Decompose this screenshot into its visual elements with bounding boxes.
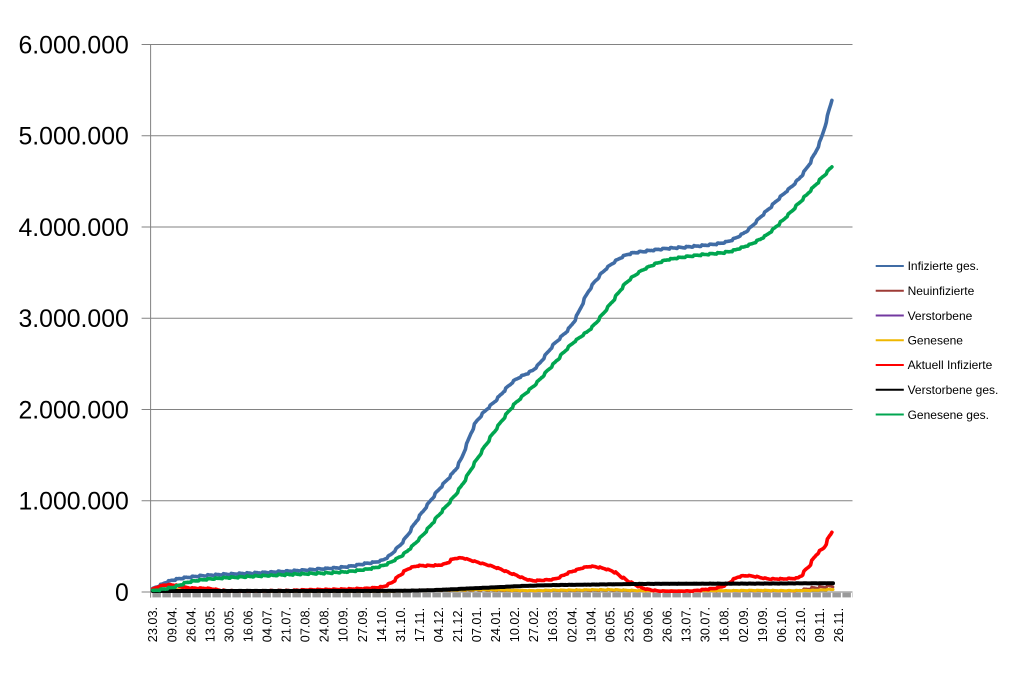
- svg-text:16.06.: 16.06.: [242, 607, 256, 642]
- svg-text:14.10.: 14.10.: [375, 607, 389, 642]
- svg-text:24.08.: 24.08.: [318, 607, 332, 642]
- svg-text:04.12.: 04.12.: [432, 607, 446, 642]
- svg-text:21.12.: 21.12.: [451, 607, 465, 642]
- svg-text:0: 0: [115, 580, 129, 607]
- svg-text:6.000.000: 6.000.000: [18, 32, 128, 59]
- svg-text:10.02.: 10.02.: [508, 607, 522, 642]
- svg-text:07.08.: 07.08.: [299, 607, 313, 642]
- svg-text:Genesene ges.: Genesene ges.: [908, 408, 989, 422]
- svg-text:02.09.: 02.09.: [737, 607, 751, 642]
- svg-text:Aktuell Infizierte: Aktuell Infizierte: [908, 358, 993, 372]
- svg-text:09.06.: 09.06.: [642, 607, 656, 642]
- svg-text:23.05.: 23.05.: [622, 607, 636, 642]
- svg-text:16.03.: 16.03.: [546, 607, 560, 642]
- svg-text:27.09.: 27.09.: [356, 607, 370, 642]
- svg-text:26.06.: 26.06.: [661, 607, 675, 642]
- svg-text:02.04.: 02.04.: [565, 607, 579, 642]
- svg-text:21.07.: 21.07.: [280, 607, 294, 642]
- svg-text:26.11.: 26.11.: [832, 608, 846, 642]
- svg-text:27.02.: 27.02.: [527, 607, 541, 642]
- svg-text:Verstorbene: Verstorbene: [908, 309, 973, 323]
- svg-text:19.04.: 19.04.: [584, 607, 598, 642]
- svg-text:31.10.: 31.10.: [394, 607, 408, 642]
- svg-text:13.05.: 13.05.: [203, 607, 217, 642]
- svg-text:26.04.: 26.04.: [184, 607, 198, 642]
- svg-text:5.000.000: 5.000.000: [18, 124, 128, 151]
- svg-text:Neuinfizierte: Neuinfizierte: [908, 284, 975, 298]
- svg-text:4.000.000: 4.000.000: [18, 215, 128, 242]
- svg-text:13.07.: 13.07.: [680, 607, 694, 642]
- svg-text:06.05.: 06.05.: [603, 607, 617, 642]
- svg-text:Verstorbene ges.: Verstorbene ges.: [908, 383, 999, 397]
- svg-text:1.000.000: 1.000.000: [18, 489, 128, 516]
- svg-text:16.08.: 16.08.: [718, 607, 732, 642]
- svg-text:23.03.: 23.03.: [146, 607, 160, 642]
- svg-text:19.09.: 19.09.: [756, 607, 770, 642]
- svg-text:17.11.: 17.11.: [413, 608, 427, 642]
- svg-text:10.09.: 10.09.: [337, 607, 351, 642]
- svg-text:23.10.: 23.10.: [794, 607, 808, 642]
- svg-text:Genesene: Genesene: [908, 334, 964, 348]
- svg-text:Infizierte ges.: Infizierte ges.: [908, 259, 979, 273]
- svg-text:2.000.000: 2.000.000: [18, 397, 128, 424]
- svg-text:24.01.: 24.01.: [489, 607, 503, 642]
- svg-text:06.10.: 06.10.: [775, 607, 789, 642]
- svg-text:04.07.: 04.07.: [261, 607, 275, 642]
- svg-text:07.01.: 07.01.: [470, 607, 484, 642]
- svg-text:30.05.: 30.05.: [222, 607, 236, 642]
- svg-text:3.000.000: 3.000.000: [18, 306, 128, 333]
- svg-text:30.07.: 30.07.: [699, 607, 713, 642]
- svg-text:09.11.: 09.11.: [813, 608, 827, 642]
- svg-text:09.04.: 09.04.: [165, 607, 179, 642]
